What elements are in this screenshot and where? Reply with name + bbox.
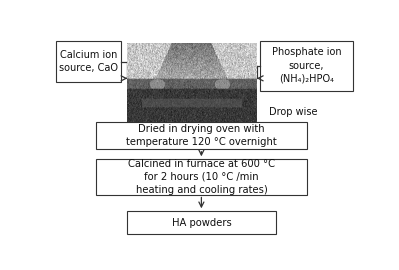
Text: Calcium ion
source, CaO: Calcium ion source, CaO (59, 50, 118, 73)
FancyBboxPatch shape (127, 211, 276, 234)
Text: Phosphate ion
source,
(NH₄)₂HPO₄: Phosphate ion source, (NH₄)₂HPO₄ (272, 48, 341, 84)
Text: Dried in drying oven with
temperature 120 °C overnight: Dried in drying oven with temperature 12… (126, 124, 277, 147)
Text: HA powders: HA powders (172, 218, 231, 228)
Text: Drop wise: Drop wise (269, 107, 318, 117)
FancyBboxPatch shape (56, 41, 121, 82)
FancyBboxPatch shape (96, 122, 306, 149)
Text: Calcined in furnace at 600 °C
for 2 hours (10 °C /min
heating and cooling rates): Calcined in furnace at 600 °C for 2 hour… (128, 159, 275, 195)
FancyBboxPatch shape (96, 159, 306, 195)
FancyBboxPatch shape (260, 41, 353, 91)
